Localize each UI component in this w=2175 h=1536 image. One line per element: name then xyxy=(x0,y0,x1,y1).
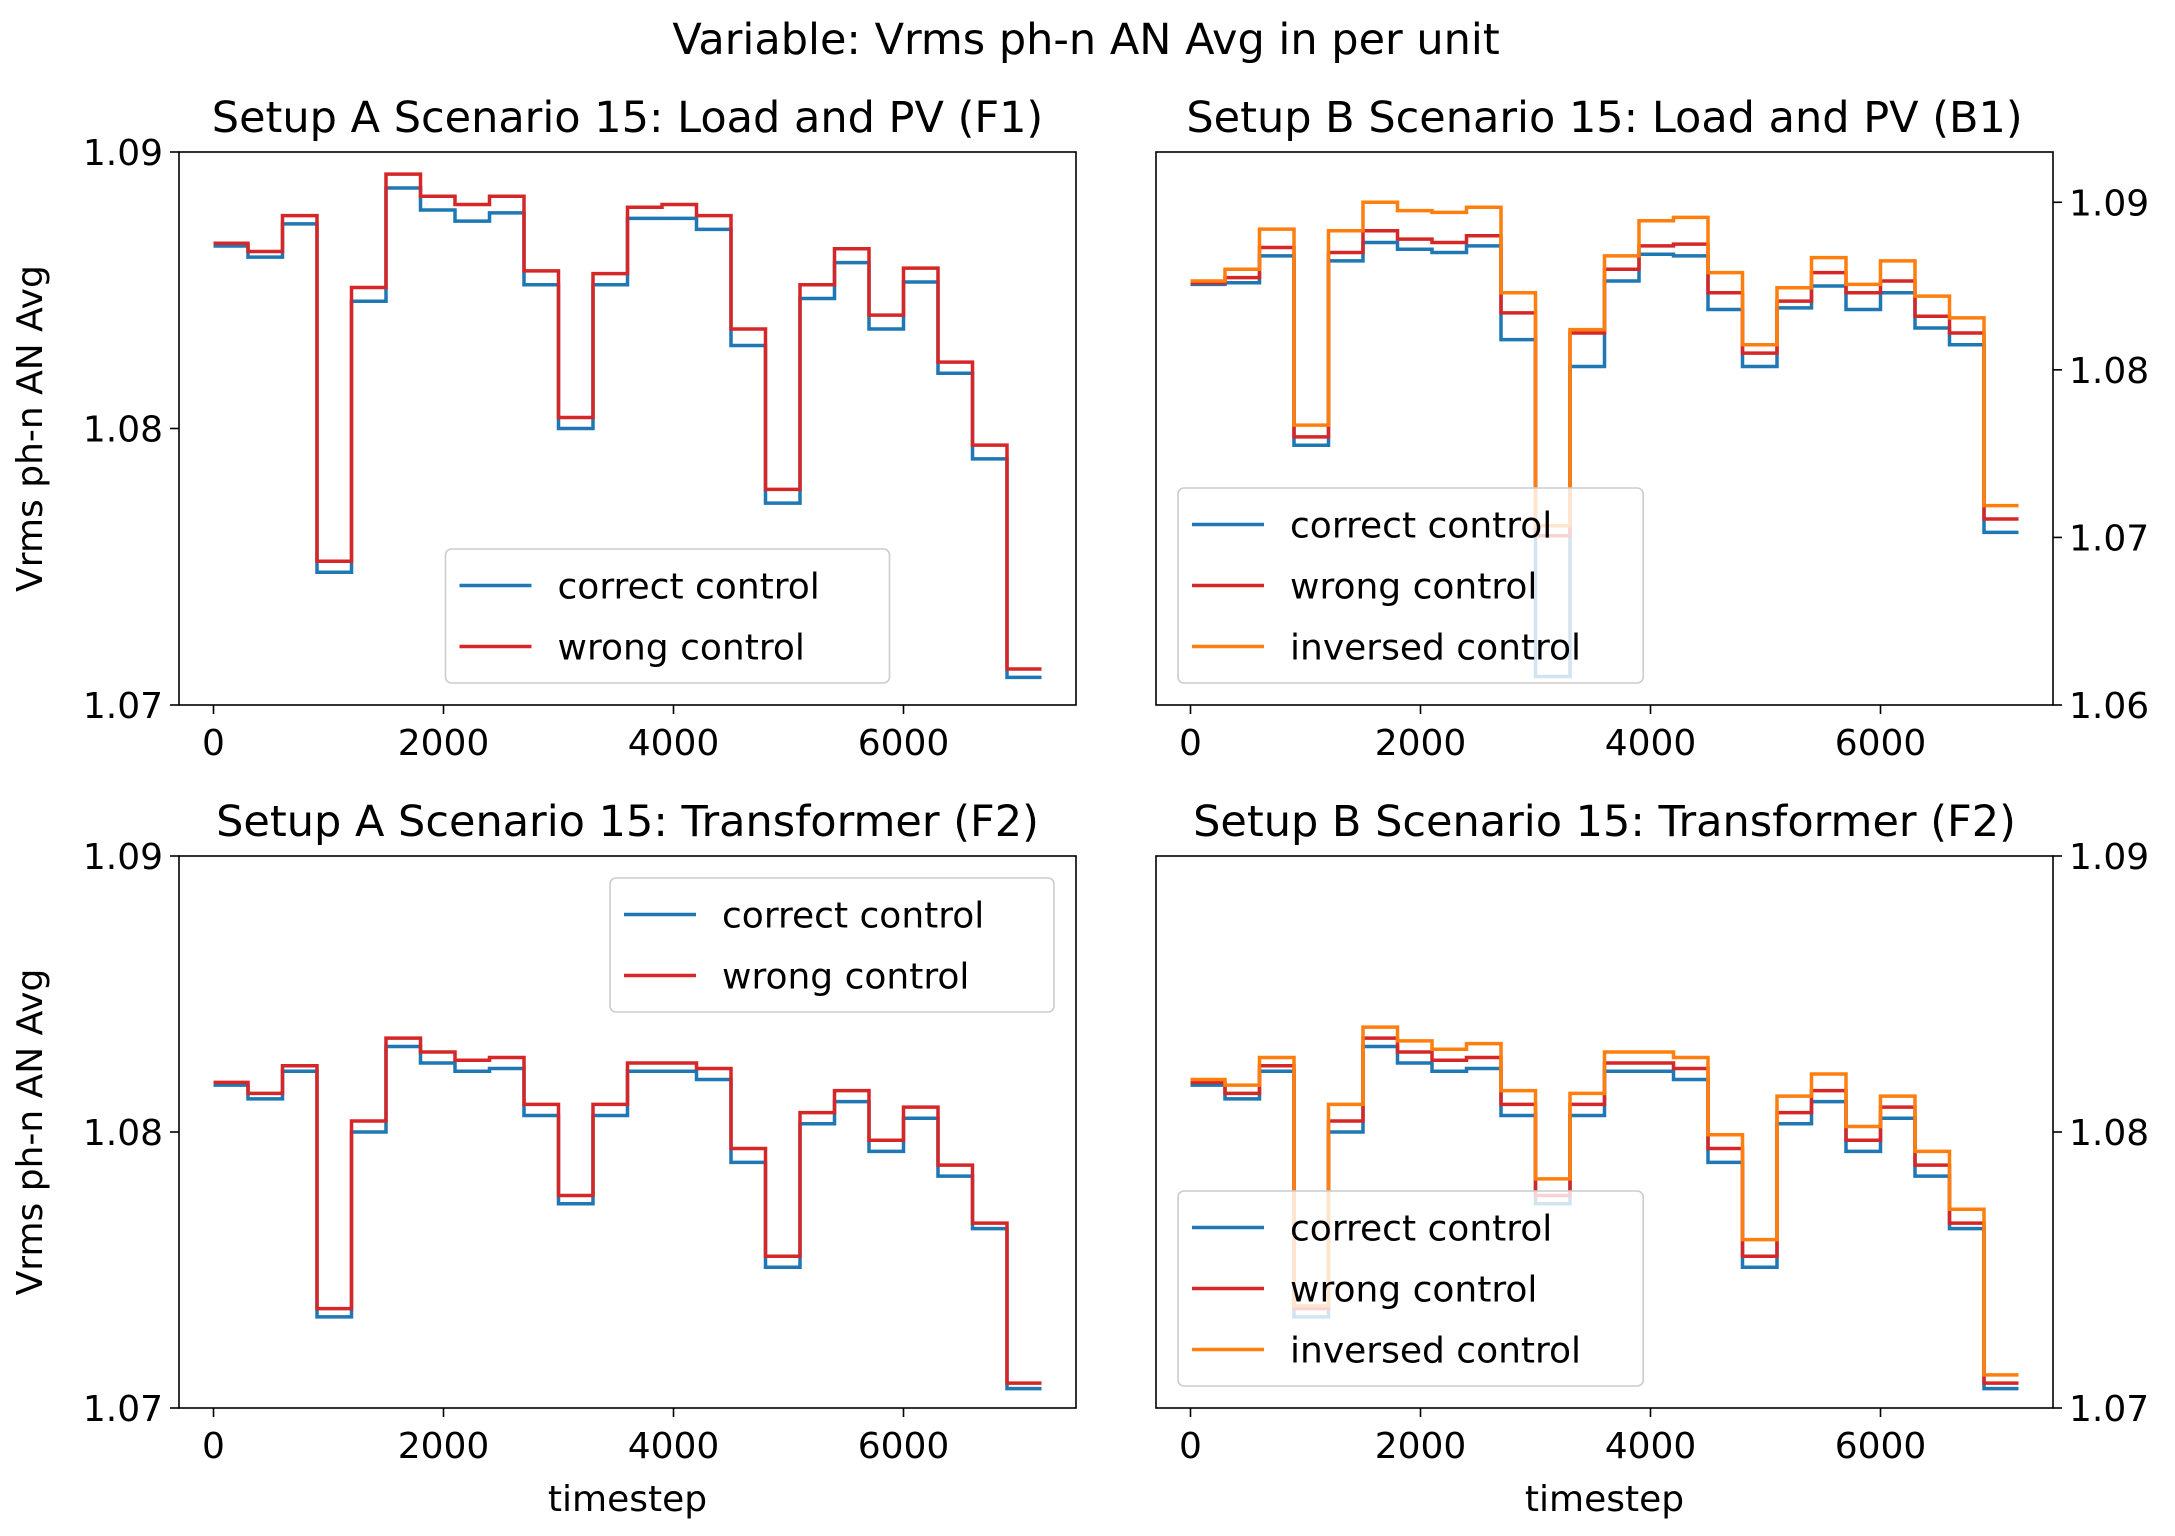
x-tick-label: 6000 xyxy=(1835,723,1927,764)
legend-box xyxy=(609,877,1055,1013)
series-line-inversed-control xyxy=(1190,200,2019,528)
legend-label: correct control xyxy=(558,567,820,608)
legend: correct control wrong control xyxy=(444,548,891,684)
x-tick-label: 6000 xyxy=(858,723,950,764)
legend: correct control wrong control inversed con… xyxy=(1177,1190,1645,1387)
y-tick-label: 1.09 xyxy=(83,133,163,174)
figure-suptitle: Variable: Vrms ph-n AN Avg in per unit xyxy=(672,15,1499,65)
legend: correct control wrong control xyxy=(609,877,1055,1013)
x-tick-label: 4000 xyxy=(1605,1426,1697,1467)
legend-label: wrong control xyxy=(1290,567,1537,608)
series-line-inversed-control xyxy=(1190,1025,2019,1377)
x-tick-label: 0 xyxy=(1179,1426,1202,1467)
legend-label: inversed control xyxy=(1290,1331,1581,1372)
y-tick-label: 1.07 xyxy=(83,1389,163,1430)
x-tick-label: 4000 xyxy=(628,723,720,764)
legend-label: correct control xyxy=(1290,506,1552,547)
legend-label: inversed control xyxy=(1290,628,1581,669)
legend-box xyxy=(1177,1190,1645,1387)
y-axis-label: Vrms ph-n AN Avg xyxy=(10,969,51,1296)
x-tick-label: 2000 xyxy=(1375,723,1467,764)
x-axis-label: timestep xyxy=(1525,1479,1684,1520)
x-tick-label: 2000 xyxy=(1375,1426,1467,1467)
panel-title: Setup A Scenario 15: Transformer (F2) xyxy=(216,797,1039,847)
y-tick-label: 1.08 xyxy=(2069,1113,2149,1154)
y-tick-label: 1.08 xyxy=(2069,351,2149,392)
x-tick-label: 2000 xyxy=(398,1426,490,1467)
y-tick-label: 1.07 xyxy=(2069,1389,2149,1430)
y-tick-label: 1.07 xyxy=(2069,518,2149,559)
legend-box xyxy=(444,548,891,684)
y-tick-label: 1.08 xyxy=(83,410,163,451)
y-tick-label: 1.09 xyxy=(2069,837,2149,878)
legend-label: wrong control xyxy=(722,957,969,998)
x-tick-label: 2000 xyxy=(398,723,490,764)
legend-box xyxy=(1177,487,1645,684)
panel-title: Setup A Scenario 15: Load and PV (F1) xyxy=(212,93,1043,143)
legend-label: wrong control xyxy=(558,628,805,669)
x-tick-label: 6000 xyxy=(1835,1426,1927,1467)
y-axis-label: Vrms ph-n AN Avg xyxy=(10,265,51,592)
y-tick-label: 1.07 xyxy=(83,686,163,727)
x-tick-label: 0 xyxy=(202,1426,225,1467)
series-line-wrong-control xyxy=(213,172,1042,671)
x-tick-label: 0 xyxy=(202,723,225,764)
y-tick-label: 1.06 xyxy=(2069,686,2149,727)
x-tick-label: 0 xyxy=(1179,723,1202,764)
legend: correct control wrong control inversed con… xyxy=(1177,487,1645,684)
y-tick-label: 1.09 xyxy=(2069,183,2149,224)
x-tick-label: 4000 xyxy=(628,1426,720,1467)
chart-panel-3: 0 2000 4000 6000 1.07 1.08 1.09 Setup A Scenari… xyxy=(10,797,1077,1520)
chart-panel-1: 0 2000 4000 6000 1.07 1.08 1.09 Setup A Scenari… xyxy=(10,93,1077,764)
legend-label: correct control xyxy=(722,896,984,937)
x-axis-label: timestep xyxy=(548,1479,707,1520)
chart-panel-2: 0 2000 4000 6000 1.06 1.07 1.08 1.09 Setup B Sce… xyxy=(1155,93,2149,764)
series-line-wrong-control xyxy=(213,1036,1042,1385)
x-tick-label: 4000 xyxy=(1605,723,1697,764)
chart-panel-4: 0 2000 4000 6000 1.07 1.08 1.09 Setup B Scenari… xyxy=(1155,797,2149,1520)
y-tick-label: 1.08 xyxy=(83,1113,163,1154)
legend-label: correct control xyxy=(1290,1209,1552,1250)
panel-title: Setup B Scenario 15: Load and PV (B1) xyxy=(1186,93,2022,143)
x-tick-label: 6000 xyxy=(858,1426,950,1467)
panel-title: Setup B Scenario 15: Transformer (F2) xyxy=(1193,797,2016,847)
y-tick-label: 1.09 xyxy=(83,837,163,878)
axes-frame xyxy=(1155,151,2054,706)
legend-label: wrong control xyxy=(1290,1270,1537,1311)
